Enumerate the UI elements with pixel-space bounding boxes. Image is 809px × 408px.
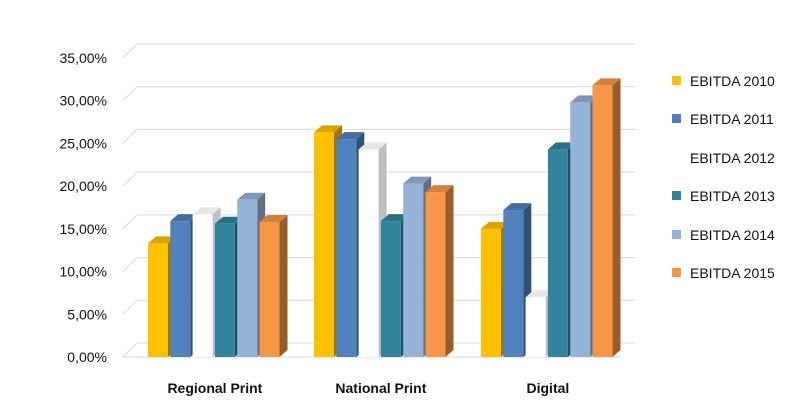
legend-label: EBITDA 2011 [690, 111, 774, 128]
bar-front [547, 149, 568, 357]
bar-side [279, 215, 288, 357]
bar-front [336, 139, 357, 357]
legend-item: EBITDA 2012 [670, 147, 805, 185]
legend-swatch [672, 229, 681, 239]
bar-front [148, 243, 168, 357]
bar-top [380, 214, 409, 222]
gridline-depth [122, 257, 138, 272]
legend-item: EBITDA 2013 [670, 185, 805, 223]
legend-swatch [672, 152, 681, 162]
legend-swatch [672, 114, 681, 124]
bar-top [336, 132, 365, 140]
bar-side [445, 185, 454, 357]
x-axis: Regional Print National Print Digital [167, 380, 569, 396]
y-tick-label: 5,00% [67, 306, 107, 322]
legend-swatch [672, 76, 681, 85]
bar-front [525, 297, 546, 357]
bar-top [592, 78, 621, 86]
legend-swatch [672, 191, 681, 201]
gridline-depth [122, 214, 138, 230]
bar-top [503, 203, 532, 211]
legend-label: EBITDA 2015 [690, 264, 775, 281]
y-axis: 0,00% 5,00% 10,00% 15,00% 20,00% 25,00% 30,00%… [60, 50, 107, 365]
bar-top [214, 216, 243, 224]
bar-top [425, 185, 454, 193]
y-tick-label: 10,00% [60, 264, 107, 280]
legend-label: EBITDA 2012 [690, 149, 775, 166]
legend-item: EBITDA 2014 [670, 224, 805, 262]
bar-top [314, 125, 342, 133]
bar-top [358, 142, 387, 150]
x-category-label: Digital [527, 380, 570, 396]
bar-top [525, 290, 554, 298]
legend-item: EBITDA 2015 [670, 262, 805, 300]
bar [592, 78, 621, 357]
bar-front [259, 222, 280, 357]
bar-front [314, 132, 334, 357]
y-tick-label: 0,00% [67, 349, 107, 365]
gridline-depth [122, 43, 138, 59]
bar-side [612, 78, 621, 357]
legend-label: EBITDA 2010 [690, 73, 775, 89]
bar-top [570, 95, 599, 103]
bar-top [259, 215, 288, 223]
legend-swatch [672, 267, 681, 277]
legend-item: EBITDA 2010 [670, 70, 805, 108]
bar-front [592, 85, 613, 357]
bar-top [192, 207, 221, 215]
bar-front [403, 183, 424, 357]
gridline-depth [122, 129, 138, 144]
bar [259, 215, 288, 357]
gridline-depth [122, 342, 138, 358]
gridline-depth [122, 86, 138, 102]
bar-front [380, 221, 401, 357]
bar [425, 185, 454, 357]
y-tick-label: 20,00% [60, 178, 107, 194]
bar-front [425, 192, 446, 357]
bar-front [192, 214, 213, 357]
bar-front [214, 223, 235, 357]
legend: EBITDA 2010 EBITDA 2011 EBITDA 2012 EBITDA … [670, 70, 805, 300]
y-tick-label: 30,00% [60, 93, 107, 109]
legend-label: EBITDA 2013 [690, 188, 775, 205]
legend-item: EBITDA 2011 [670, 108, 805, 146]
bar-front [170, 221, 191, 357]
bar-front [481, 228, 501, 357]
bar-front [237, 199, 258, 357]
gridline-depth [122, 171, 138, 187]
gridline-depth [122, 299, 138, 315]
y-tick-label: 15,00% [60, 221, 107, 237]
bar-top [403, 176, 432, 184]
bar-top [547, 142, 576, 150]
bar-front [570, 102, 591, 358]
bar-top [481, 221, 509, 229]
y-tick-label: 25,00% [60, 135, 107, 151]
bar-top [148, 236, 176, 244]
x-category-label: National Print [335, 380, 426, 396]
plot-area [148, 78, 621, 358]
bar-front [358, 149, 379, 357]
x-category-label: Regional Print [167, 380, 262, 396]
y-tick-label: 35,00% [60, 50, 107, 66]
legend-label: EBITDA 2014 [690, 226, 775, 243]
bar-front [503, 210, 524, 357]
bar-top [170, 214, 199, 222]
bar-top [237, 192, 266, 200]
